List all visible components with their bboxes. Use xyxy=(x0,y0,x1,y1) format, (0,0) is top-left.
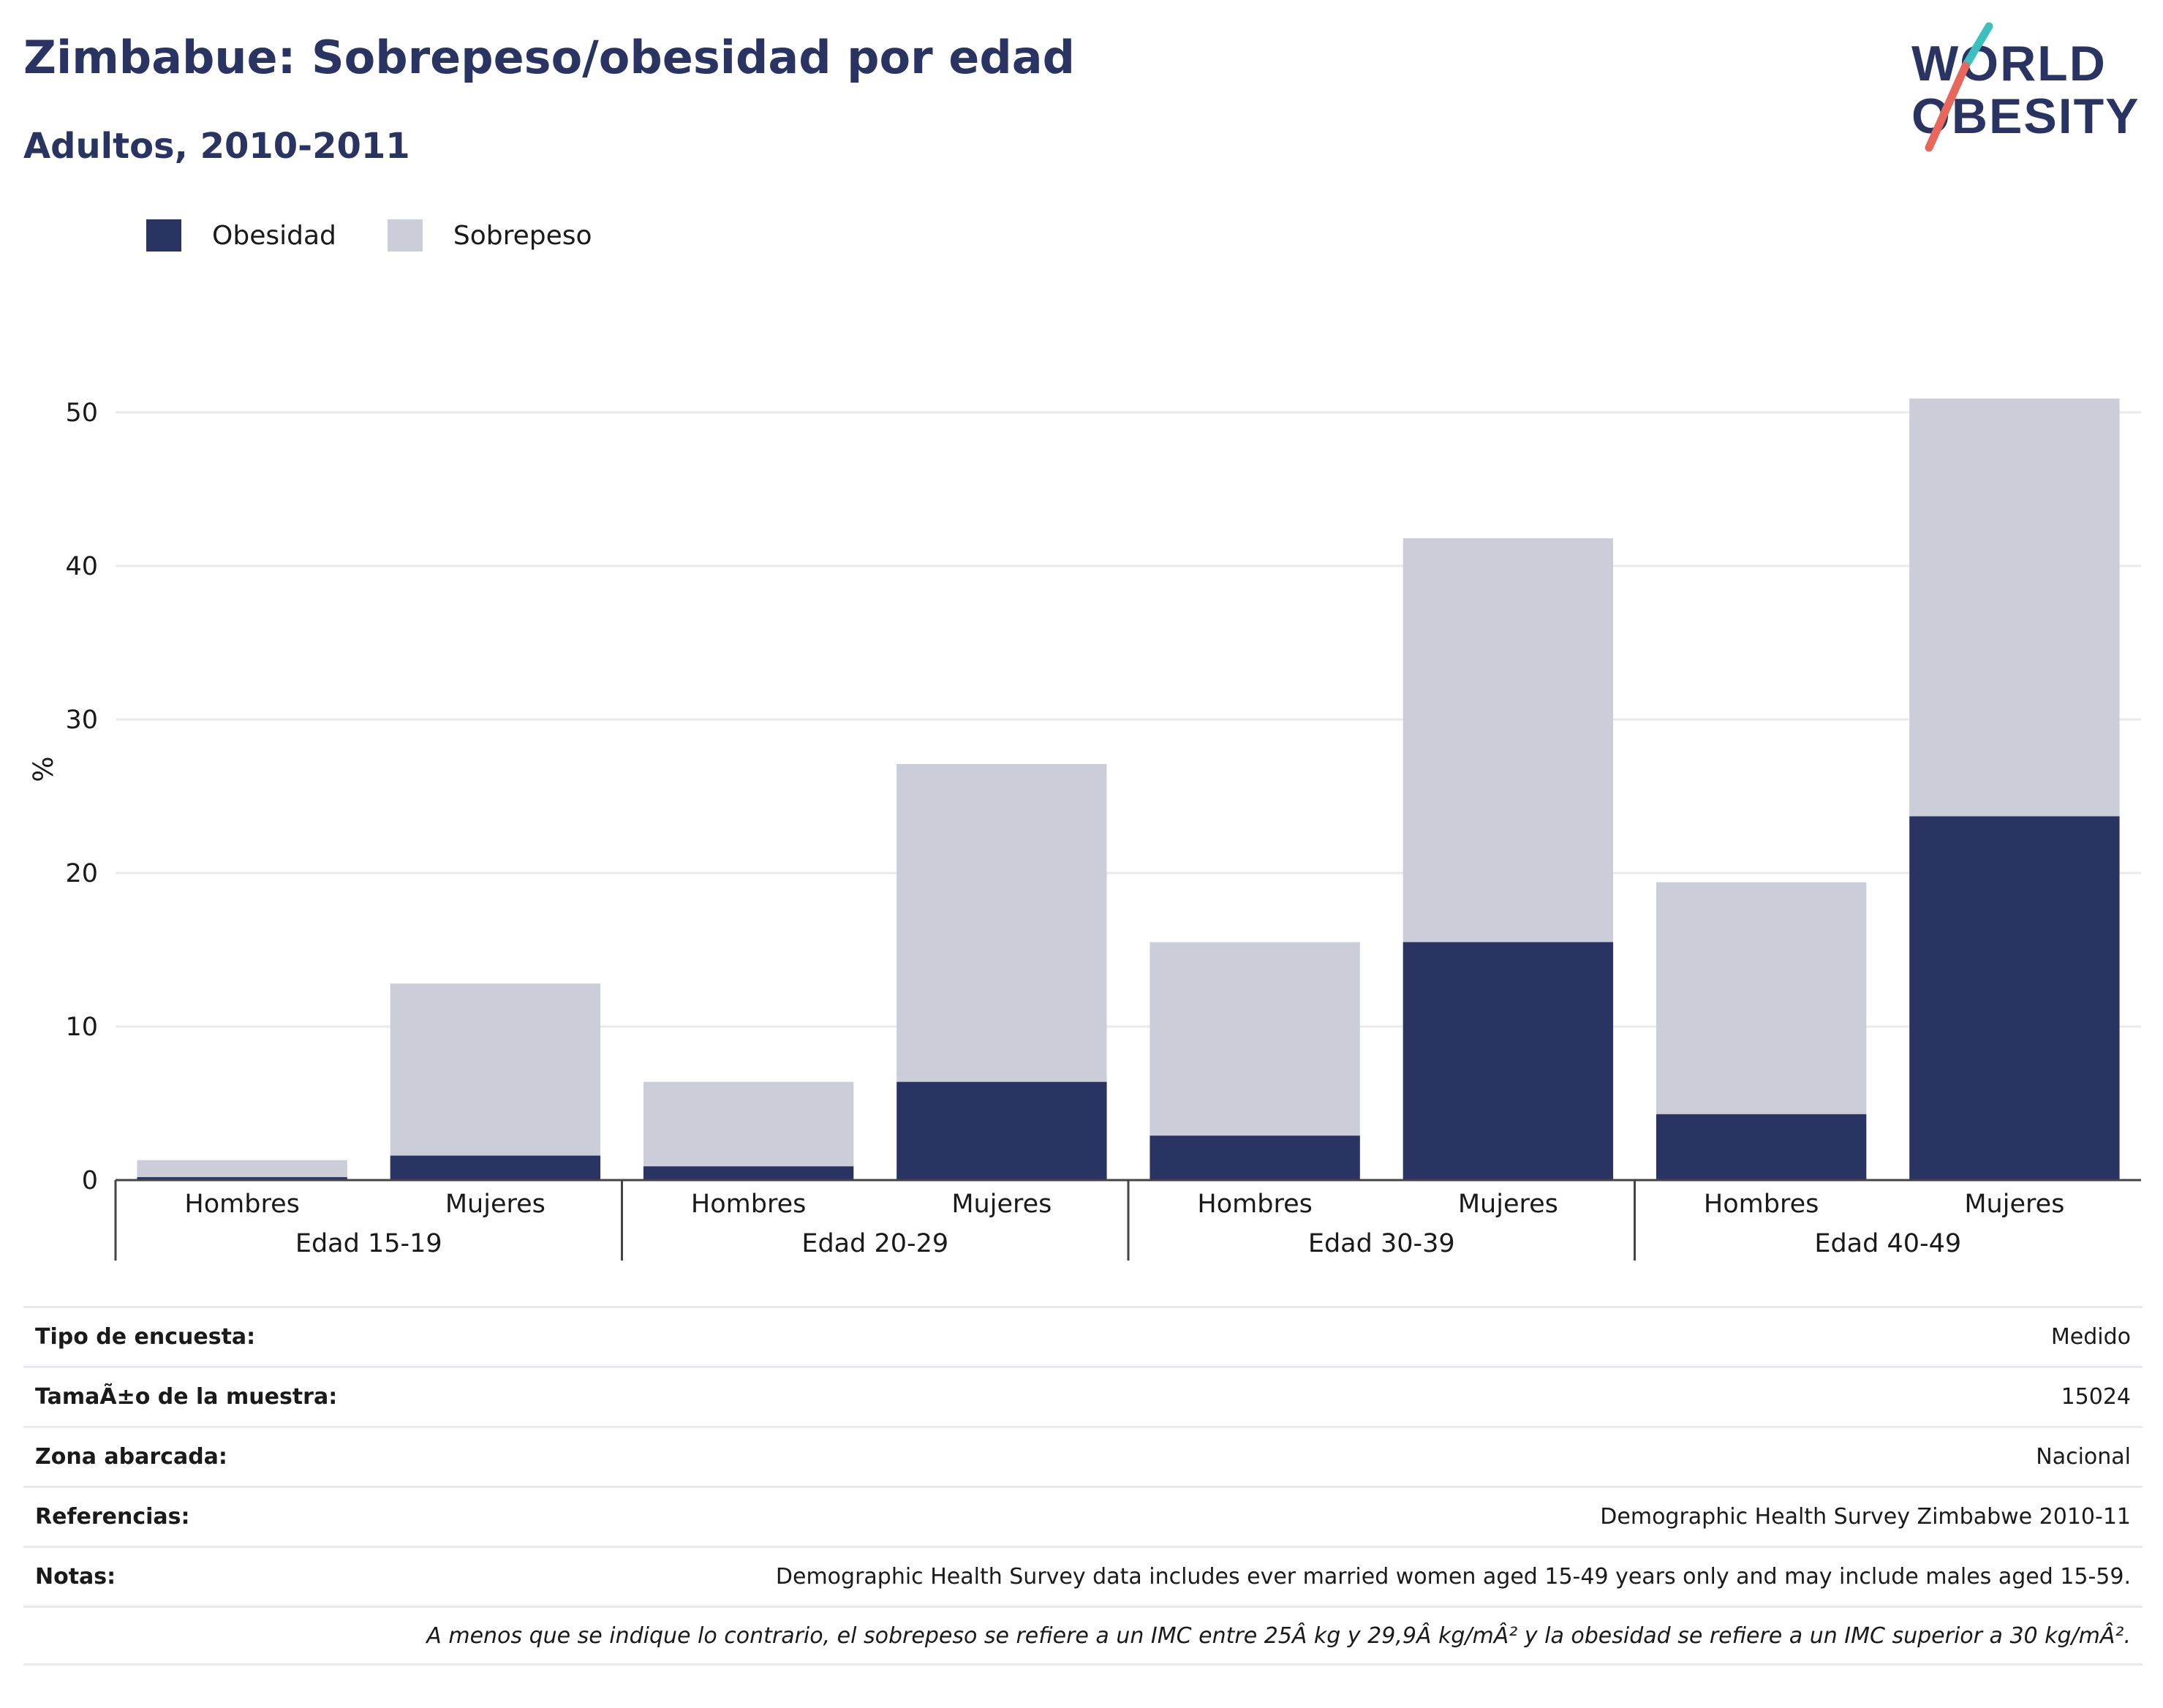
x-axis: Hombres Mujeres Hombres Mujeres Hombres Mujer… xyxy=(114,1179,2141,1261)
footnote-row: A menos que se indique lo contrario, el … xyxy=(23,1606,2143,1666)
bar-obesity xyxy=(390,1155,601,1180)
bar-overweight xyxy=(643,1081,854,1167)
metadata-value: Medido xyxy=(2050,1324,2131,1350)
y-tick-label: 20 xyxy=(65,859,98,888)
x-tick-label: Hombres xyxy=(184,1190,299,1219)
chart-subtitle: Adultos, 2010-2011 xyxy=(23,126,410,167)
bars xyxy=(137,398,2120,1180)
x-tick-label: Hombres xyxy=(1704,1190,1819,1219)
footnote: A menos que se indique lo contrario, el … xyxy=(426,1622,2131,1649)
x-tick-label: Mujeres xyxy=(951,1190,1052,1219)
bar-overweight xyxy=(1150,942,1360,1136)
y-tick-label: 50 xyxy=(65,398,98,428)
y-tick-label: 10 xyxy=(65,1013,98,1042)
x-tick-label: Hombres xyxy=(691,1190,806,1219)
bar-overweight xyxy=(896,763,1107,1082)
metadata-value: Demographic Health Survey Zimbabwe 2010-… xyxy=(1600,1504,2131,1530)
metadata-key: TamaÃ±o de la muestra: xyxy=(35,1384,338,1410)
bar-obesity xyxy=(896,1081,1107,1180)
metadata-table: Tipo de encuesta: Medido TamaÃ±o de la mue… xyxy=(23,1306,2143,1666)
legend-label-overweight: Sobrepeso xyxy=(453,220,592,251)
x-tick-label: Mujeres xyxy=(445,1190,546,1219)
metadata-key: Zona abarcada: xyxy=(35,1444,227,1470)
y-tick-label: 30 xyxy=(65,706,98,735)
metadata-key: Notas: xyxy=(35,1564,116,1590)
world-obesity-logo: WORLD OBESITY xyxy=(1911,22,2139,152)
y-axis-title: % xyxy=(28,756,59,782)
legend-label-obesity: Obesidad xyxy=(212,220,336,251)
y-axis: 0 10 20 30 40 50 xyxy=(65,398,98,1195)
metadata-row: TamaÃ±o de la muestra: 15024 xyxy=(23,1366,2143,1426)
legend-swatch-obesity xyxy=(146,219,181,252)
x-tick-label: Mujeres xyxy=(1458,1190,1558,1219)
metadata-row: Notas: Demographic Health Survey data inc… xyxy=(23,1546,2143,1606)
metadata-value: Demographic Health Survey data includes … xyxy=(775,1564,2131,1590)
legend: Obesidad Sobrepeso xyxy=(146,219,592,252)
bar-obesity xyxy=(1909,816,2120,1180)
bar-overweight xyxy=(390,983,601,1156)
bar-overweight xyxy=(1909,398,2120,817)
legend-swatch-overweight xyxy=(387,219,423,252)
metadata-key: Referencias: xyxy=(35,1504,190,1530)
metadata-value: 15024 xyxy=(2061,1384,2131,1410)
bar-obesity xyxy=(1150,1135,1360,1180)
bar-obesity xyxy=(137,1176,347,1180)
chart-title: Zimbabue: Sobrepeso/obesidad por edad xyxy=(23,31,1075,84)
bar-obesity xyxy=(1656,1114,1867,1180)
metadata-row: Tipo de encuesta: Medido xyxy=(23,1306,2143,1366)
legend-item-obesity: Obesidad xyxy=(146,219,336,252)
y-tick-label: 0 xyxy=(82,1166,98,1195)
bar-overweight xyxy=(1403,538,1614,942)
metadata-value: Nacional xyxy=(2036,1444,2131,1470)
bar-overweight xyxy=(137,1160,347,1177)
x-group-label: Edad 30-39 xyxy=(1308,1229,1455,1258)
y-tick-label: 40 xyxy=(65,552,98,581)
metadata-key: Tipo de encuesta: xyxy=(35,1324,256,1350)
bar-obesity xyxy=(1403,942,1614,1180)
metadata-row: Zona abarcada: Nacional xyxy=(23,1426,2143,1486)
bar-obesity xyxy=(643,1166,854,1180)
x-tick-label: Hombres xyxy=(1197,1190,1312,1219)
logo-line1: WORLD xyxy=(1911,36,2107,91)
bar-overweight xyxy=(1656,882,1867,1114)
metadata-row: Referencias: Demographic Health Survey Zi… xyxy=(23,1486,2143,1546)
x-group-label: Edad 40-49 xyxy=(1814,1229,1961,1258)
x-tick-label: Mujeres xyxy=(1964,1190,2064,1219)
x-group-label: Edad 15-19 xyxy=(295,1229,442,1258)
bar-chart: 0 10 20 30 40 50 Hombres Mujeres Hombres Mujeres… xyxy=(28,398,2141,1261)
legend-item-overweight: Sobrepeso xyxy=(387,219,592,252)
x-group-label: Edad 20-29 xyxy=(801,1229,948,1258)
